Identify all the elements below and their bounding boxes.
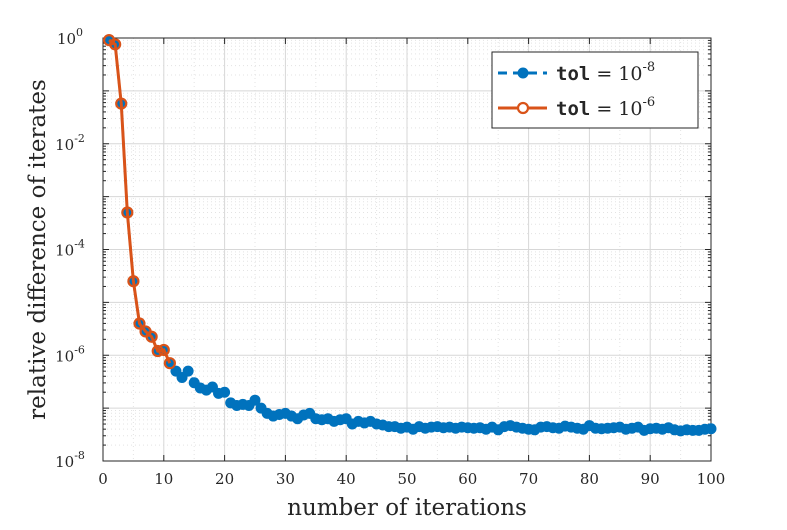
legend-code: tol xyxy=(556,98,590,120)
y-tick-exponent: -4 xyxy=(74,238,85,251)
y-tick-exponent: -2 xyxy=(74,132,85,145)
legend: tol = 10-8 tol = 10-6 xyxy=(491,51,699,129)
x-tick-label: 10 xyxy=(154,470,173,488)
x-tick-label: 70 xyxy=(519,470,538,488)
x-tick-label: 90 xyxy=(641,470,660,488)
data-point-tol-1e-6 xyxy=(151,344,164,358)
x-tick-label: 60 xyxy=(458,470,477,488)
x-tick-label: 20 xyxy=(215,470,234,488)
y-tick-exponent: -8 xyxy=(74,449,85,462)
legend-exp: -6 xyxy=(642,95,655,110)
data-point-tol-1e-8 xyxy=(182,365,194,377)
y-tick-base: 10 xyxy=(55,347,74,365)
legend-entry-tol-1e-8: tol = 10-8 xyxy=(498,60,655,85)
x-tick-label: 0 xyxy=(98,470,108,488)
data-point-tol-1e-8 xyxy=(249,394,261,406)
y-tick-base: 10 xyxy=(55,453,74,471)
y-tick-base: 10 xyxy=(55,136,74,154)
x-tick-label: 100 xyxy=(697,470,726,488)
legend-entry-tol-1e-6: tol = 10-6 xyxy=(498,95,655,120)
data-point-tol-1e-6 xyxy=(109,38,122,51)
x-tick-label: 30 xyxy=(276,470,295,488)
legend-marker-blue xyxy=(517,67,529,79)
y-tick-label: 10-8 xyxy=(55,449,85,471)
legend-box xyxy=(491,51,699,129)
legend-eq: = 10 xyxy=(596,98,642,120)
y-tick-base: 10 xyxy=(57,30,76,48)
data-point-tol-1e-6 xyxy=(115,97,128,110)
data-point-tol-1e-6 xyxy=(163,357,176,370)
x-tick-label: 40 xyxy=(337,470,356,488)
data-point-tol-1e-6 xyxy=(127,275,140,288)
data-point-tol-1e-6 xyxy=(121,206,134,219)
data-point-tol-1e-6 xyxy=(157,343,170,357)
x-tick-labels: 0 10 20 30 40 50 60 70 80 90 100 xyxy=(98,470,725,488)
x-tick-label: 80 xyxy=(580,470,599,488)
legend-sample-blue xyxy=(498,67,547,79)
legend-label-tol-1e-8: tol = 10-8 xyxy=(556,60,655,85)
y-tick-exponent: 0 xyxy=(76,26,83,39)
data-point-tol-1e-8 xyxy=(219,386,231,398)
y-tick-base: 10 xyxy=(55,242,74,260)
legend-sample-orange xyxy=(498,101,547,115)
series-layer xyxy=(102,34,717,437)
y-tick-label: 10-4 xyxy=(55,238,85,260)
y-tick-label: 10-2 xyxy=(55,132,85,154)
legend-marker-orange xyxy=(516,101,530,115)
x-axis-label: number of iterations xyxy=(287,495,527,521)
y-axis-label: relative difference of iterates xyxy=(25,79,51,420)
legend-eq: = 10 xyxy=(596,63,642,85)
data-point-tol-1e-6 xyxy=(133,317,146,330)
x-tick-label: 50 xyxy=(397,470,416,488)
y-tick-label: 100 xyxy=(57,26,83,48)
legend-label-tol-1e-6: tol = 10-6 xyxy=(556,95,655,120)
y-tick-label: 10-6 xyxy=(55,343,85,365)
y-tick-exponent: -6 xyxy=(74,343,85,356)
data-point-tol-1e-6 xyxy=(145,330,158,343)
legend-exp: -8 xyxy=(642,60,655,75)
axis-ticks xyxy=(102,37,712,462)
data-point-tol-1e-8 xyxy=(705,423,717,435)
legend-code: tol xyxy=(556,63,590,85)
